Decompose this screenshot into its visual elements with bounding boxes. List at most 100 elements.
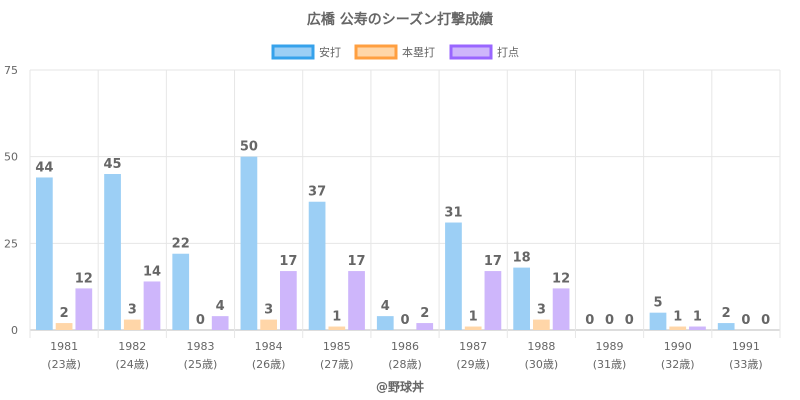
legend-label: 安打 xyxy=(319,45,341,59)
x-tick-sublabel: (31歳) xyxy=(593,358,627,371)
x-tick-label: 1991 xyxy=(732,340,760,353)
bar xyxy=(143,281,161,330)
x-tick-label: 1989 xyxy=(596,340,624,353)
data-label: 2 xyxy=(420,306,429,321)
data-label: 2 xyxy=(60,306,69,321)
x-tick-sublabel: (27歳) xyxy=(320,358,354,371)
data-label: 12 xyxy=(75,271,93,286)
bar xyxy=(240,156,258,330)
data-label: 0 xyxy=(761,313,770,328)
x-tick-label: 1987 xyxy=(459,340,487,353)
x-tick-sublabel: (28歳) xyxy=(388,358,422,371)
x-tick-label: 1984 xyxy=(255,340,283,353)
legend-label: 打点 xyxy=(497,45,519,59)
bars xyxy=(36,156,735,330)
data-label: 44 xyxy=(35,160,53,175)
data-label: 4 xyxy=(216,299,225,314)
data-label: 1 xyxy=(332,310,341,325)
bar xyxy=(464,326,482,330)
data-label: 1 xyxy=(693,310,702,325)
data-label: 12 xyxy=(552,271,570,286)
bar xyxy=(649,312,667,330)
bar xyxy=(211,316,229,330)
x-tick-label: 1981 xyxy=(50,340,78,353)
data-label: 17 xyxy=(484,254,502,269)
bar xyxy=(55,323,73,330)
x-tick-label: 1985 xyxy=(323,340,351,353)
data-label: 37 xyxy=(308,185,326,200)
y-tick-label: 25 xyxy=(4,237,18,250)
bar xyxy=(416,323,434,330)
data-label: 1 xyxy=(673,310,682,325)
bar xyxy=(669,326,687,330)
bar xyxy=(172,253,190,330)
x-tick-label: 1986 xyxy=(391,340,419,353)
bar xyxy=(376,316,394,330)
data-label: 5 xyxy=(653,296,662,311)
bar xyxy=(717,323,735,330)
x-tick-sublabel: (26歳) xyxy=(252,358,286,371)
legend-swatch xyxy=(354,44,398,60)
data-label: 0 xyxy=(605,313,614,328)
data-label: 31 xyxy=(444,206,462,221)
data-label: 3 xyxy=(128,303,137,318)
data-label: 17 xyxy=(279,254,297,269)
data-label: 18 xyxy=(513,251,531,266)
data-label: 0 xyxy=(585,313,594,328)
data-label: 2 xyxy=(722,306,731,321)
data-label: 3 xyxy=(537,303,546,318)
data-label: 0 xyxy=(400,313,409,328)
bar xyxy=(123,319,141,330)
data-label: 17 xyxy=(347,254,365,269)
legend-swatch xyxy=(449,44,493,60)
data-label: 0 xyxy=(741,313,750,328)
bar xyxy=(75,288,93,330)
bar xyxy=(260,319,277,330)
x-tick-sublabel: (23歳) xyxy=(47,358,81,371)
data-label: 3 xyxy=(264,303,273,318)
data-label: 45 xyxy=(103,157,121,172)
data-label: 50 xyxy=(240,140,258,155)
data-label: 1 xyxy=(469,310,478,325)
data-label: 0 xyxy=(625,313,634,328)
x-tick-label: 1983 xyxy=(186,340,214,353)
data-label: 14 xyxy=(143,264,161,279)
bar xyxy=(689,326,706,330)
data-label: 4 xyxy=(381,299,390,314)
grid xyxy=(29,69,781,338)
y-tick-label: 75 xyxy=(4,64,18,77)
legend-label: 本塁打 xyxy=(402,45,435,59)
x-tick-sublabel: (32歳) xyxy=(661,358,695,371)
x-tick-sublabel: (29歳) xyxy=(456,358,490,371)
bar xyxy=(513,267,530,330)
legend-swatch xyxy=(271,44,315,60)
x-tick-label: 1988 xyxy=(527,340,555,353)
bar xyxy=(280,271,297,330)
bar xyxy=(445,222,462,330)
bar xyxy=(308,201,326,330)
data-label: 22 xyxy=(172,237,190,252)
x-tick-label: 1990 xyxy=(664,340,692,353)
bar xyxy=(36,177,53,330)
chart-title: 広橋 公寿のシーズン打撃成績 xyxy=(307,11,493,28)
credit-text: @野球丼 xyxy=(376,379,424,394)
bar xyxy=(484,271,502,330)
y-tick-label: 50 xyxy=(4,151,18,164)
legend: 安打 本塁打 打点 xyxy=(271,44,519,60)
x-tick-sublabel: (25歳) xyxy=(184,358,218,371)
data-label: 0 xyxy=(196,313,205,328)
x-tick-sublabel: (24歳) xyxy=(115,358,149,371)
bar xyxy=(328,326,346,330)
bar xyxy=(533,319,550,330)
x-tick-sublabel: (30歳) xyxy=(525,358,559,371)
bar xyxy=(552,288,570,330)
bar xyxy=(348,271,365,330)
y-tick-label: 0 xyxy=(11,324,18,337)
axes: 02550751981(23歳)1982(24歳)1983(25歳)1984(2… xyxy=(4,64,763,371)
x-tick-label: 1982 xyxy=(118,340,146,353)
x-tick-sublabel: (33歳) xyxy=(729,358,763,371)
bar xyxy=(104,174,121,330)
